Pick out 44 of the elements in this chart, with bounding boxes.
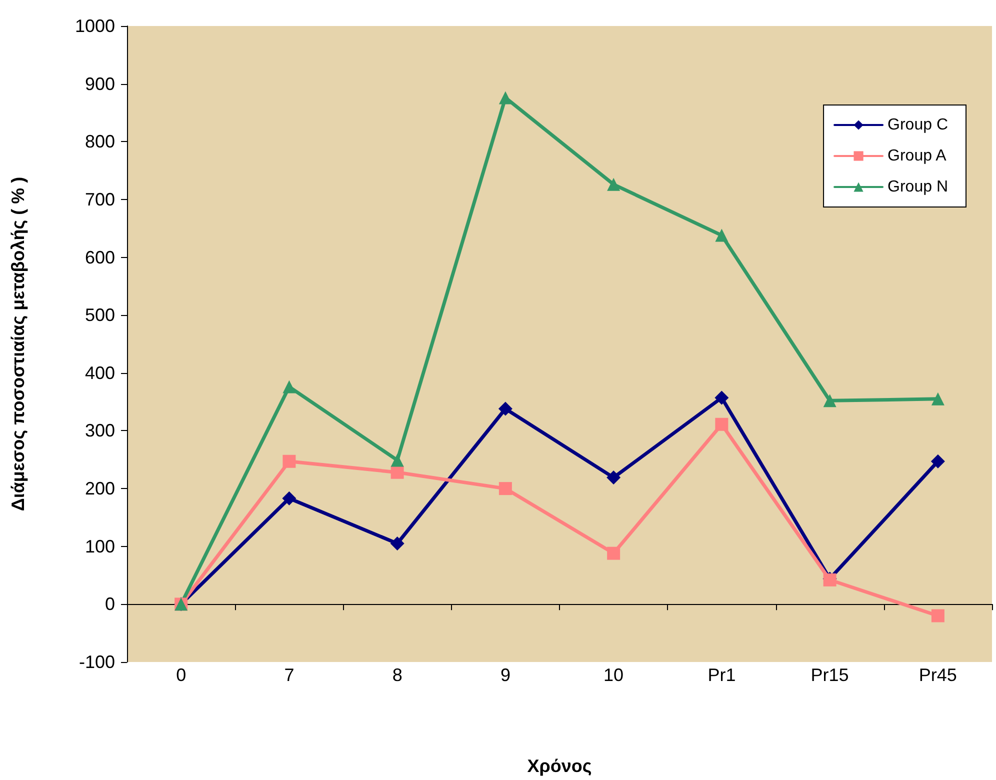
point <box>931 392 944 406</box>
point <box>498 482 512 496</box>
y-tick-label: 0 <box>104 594 115 614</box>
legend-label: Group N <box>888 178 948 196</box>
y-tick-label: 500 <box>84 305 115 326</box>
y-tick-label: 200 <box>84 478 115 499</box>
x-tick-label: 10 <box>604 665 624 685</box>
point <box>714 390 729 405</box>
x-axis-title: Χρόνος <box>527 756 592 776</box>
x-tick-label: Pr45 <box>918 665 957 685</box>
x-tick-label: Pr15 <box>810 665 849 685</box>
point <box>715 418 728 431</box>
x-tick-label: 8 <box>392 665 402 685</box>
y-tick-label: 100 <box>84 536 115 556</box>
point <box>607 546 620 560</box>
y-tick-label: -100 <box>78 652 115 672</box>
point <box>606 470 621 485</box>
point <box>823 394 836 408</box>
y-tick-label: 600 <box>84 247 115 268</box>
point <box>498 402 512 416</box>
point <box>607 178 620 191</box>
y-tick-label: 1000 <box>74 16 115 36</box>
x-tick-label: 7 <box>284 665 294 685</box>
legend-label: Group A <box>888 148 947 164</box>
y-tick-label: 800 <box>84 132 115 152</box>
y-tick-label: 700 <box>84 189 115 210</box>
y-tick-label: 300 <box>84 420 115 441</box>
x-tick-label: Pr1 <box>708 665 736 685</box>
x-tick-label: 9 <box>500 665 510 685</box>
legend-label: Group C <box>888 116 948 134</box>
y-axis-title: Διάμεσος ποσοστιαίας μεταβολής ( % ) <box>8 176 28 512</box>
x-tick-label: 0 <box>176 665 186 685</box>
y-tick-label: 900 <box>84 74 115 94</box>
point <box>498 91 512 104</box>
point <box>282 491 296 506</box>
point <box>930 454 945 468</box>
point <box>931 609 944 622</box>
point <box>390 466 404 479</box>
point <box>282 380 296 394</box>
point <box>390 454 404 467</box>
y-tick-label: 400 <box>84 362 115 383</box>
point <box>390 536 404 550</box>
point <box>282 454 296 468</box>
point <box>715 228 728 242</box>
